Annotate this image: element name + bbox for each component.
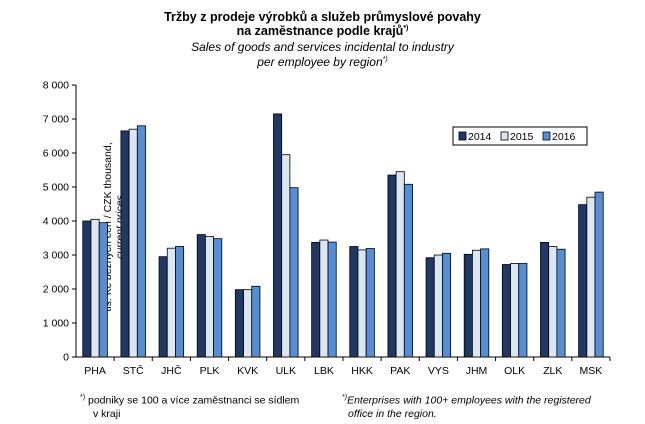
bar-2016-STČ [136,125,146,358]
y-tick-label: 0 [63,352,69,364]
legend-label-2016: 2016 [552,131,576,143]
legend-label-2014: 2014 [468,131,492,143]
x-tick-label: VYS [428,365,449,377]
bar-2014-PLK [196,234,206,358]
bar-2014-ZLK [540,242,550,358]
chart-subtitle-line2: per employee by region [257,55,383,69]
legend-swatch-2015 [500,131,509,141]
chart-subtitle-line1: Sales of goods and services incidental t… [191,40,454,54]
bar-2014-VYS [425,257,435,358]
x-tick-label: ULK [276,365,296,377]
y-tick-label: 5 000 [43,182,69,194]
y-tick-label: 8 000 [43,80,69,92]
x-tick-label: ZLK [543,365,562,377]
bar-2015-JHČ [166,247,176,358]
bar-2014-JHČ [158,256,168,358]
bar-2015-PLK [204,236,214,358]
bar-2014-HKK [349,246,359,358]
title-footnote-mark: *) [403,24,409,32]
bar-2016-JHČ [175,246,185,358]
bar-2014-PHA [82,220,92,358]
footnote-right: *)Enterprises with 100+ employees with t… [342,391,591,421]
bar-2015-PHA [90,218,100,358]
bar-2015-PAK [395,171,405,358]
chart-title-2: na zaměstnance podle krajů*) [0,24,645,38]
chart-subtitle-2: per employee by region*) [0,55,645,69]
x-tick-label: PAK [390,365,410,377]
chart-title-line1: Tržby z prodeje výrobků a služeb průmysl… [164,10,481,24]
subtitle-footnote-mark: *) [382,56,388,63]
bar-2016-HKK [365,248,375,358]
x-tick-label: LBK [314,365,334,377]
bar-2014-ULK [273,113,283,358]
x-tick-label: HKK [351,365,373,377]
footnote-right-line1: Enterprises with 100+ employees with the… [347,394,591,407]
bar-2015-ZLK [548,246,558,358]
y-tick-label: 7 000 [43,114,69,126]
bar-2016-ZLK [556,248,566,358]
bar-2016-VYS [442,252,452,358]
bar-2014-PAK [387,174,397,358]
y-tick-label: 6 000 [43,148,69,160]
y-tick-label: 2 000 [43,284,69,296]
legend-label-2015: 2015 [510,131,534,143]
footnote-right-line2: office in the region. [348,407,437,420]
footnote-left-line1: podniky se 100 a více zaměstnanci se síd… [87,394,300,407]
x-tick-label: KVK [237,365,258,377]
y-tick-label: 3 000 [43,250,69,262]
bar-2014-LBK [311,242,321,358]
bar-2014-OLK [501,264,511,358]
bar-2016-OLK [518,263,528,358]
bar-2014-STČ [120,130,130,358]
bar-2016-PLK [213,238,223,358]
bar-2015-HKK [357,249,367,358]
bar-2015-JHM [471,249,481,358]
x-tick-label: JHČ [161,364,182,377]
bar-2016-PAK [403,183,413,358]
bar-2016-PHA [98,222,108,358]
bar-2015-STČ [128,128,138,358]
x-tick-label: JHM [466,365,488,377]
x-tick-label: PHA [84,365,106,377]
legend-swatch-2016 [542,131,551,141]
bar-2016-ULK [289,187,299,358]
bar-2016-MSK [594,191,604,358]
bar-2014-JHM [463,253,473,358]
legend-box [452,126,588,146]
footnote-left: *) podniky se 100 a více zaměstnanci se … [80,391,299,421]
bar-2014-MSK [578,204,588,358]
chart-title: Tržby z prodeje výrobků a služeb průmysl… [0,10,645,24]
bar-2016-JHM [480,248,490,358]
bar-2014-KVK [234,289,244,358]
bar-2016-KVK [251,285,261,358]
footnote-right-mark: *) [342,394,348,401]
y-tick-label: 1 000 [43,318,69,330]
bar-2016-LBK [327,241,337,358]
bar-2015-MSK [586,196,596,358]
bar-2015-VYS [433,254,443,358]
chart-title-line2: na zaměstnance podle krajů [236,24,404,38]
chart-subtitle: Sales of goods and services incidental t… [0,40,645,54]
legend-swatch-2014 [458,131,467,141]
bar-2015-KVK [243,289,253,358]
bar-2015-ULK [281,154,291,358]
x-tick-label: STČ [123,364,144,377]
x-tick-label: PLK [200,365,220,377]
bar-2015-OLK [510,263,520,358]
bar-2015-LBK [319,239,329,358]
x-tick-label: OLK [504,365,525,377]
footnote-left-mark: *) [80,394,86,401]
footnote-left-line2: v kraji [93,407,121,420]
x-tick-label: MSK [580,365,603,377]
y-tick-label: 4 000 [43,216,69,228]
